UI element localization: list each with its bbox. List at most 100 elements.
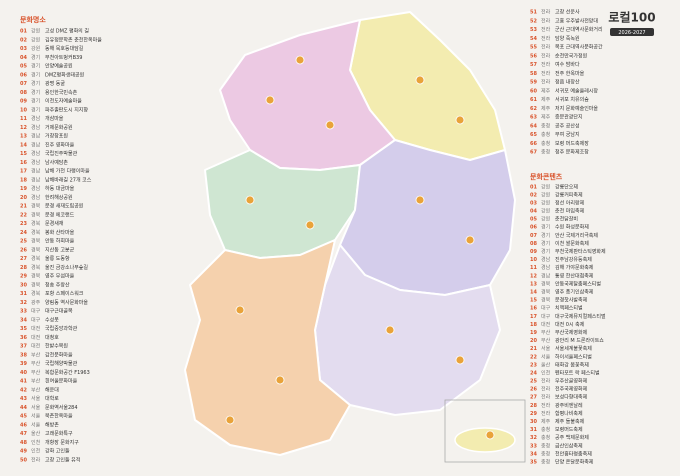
item-region: 경기	[31, 89, 40, 96]
item-number: 31	[20, 291, 27, 297]
item-number: 67	[530, 150, 537, 156]
item-number: 21	[20, 204, 27, 210]
item-number: 22	[20, 212, 27, 218]
item-region: 전라	[541, 44, 551, 51]
item-number: 11	[20, 116, 27, 122]
item-region: 경북	[541, 288, 551, 295]
item-number: 38	[20, 352, 27, 358]
item-region: 충청	[541, 442, 550, 449]
item-region: 강원	[31, 45, 41, 52]
item-name: 광주비엔날레	[555, 402, 583, 409]
item-name: 진주 영화마을	[45, 141, 75, 148]
item-name: 광명 동굴	[45, 80, 65, 87]
item-region: 경남	[31, 133, 41, 140]
item-name: 목포 근대역사문화공간	[555, 44, 603, 51]
item-number: 08	[20, 90, 27, 96]
item-number: 45	[20, 414, 27, 420]
item-number: 47	[20, 431, 27, 437]
marker	[275, 375, 285, 385]
item-number: 50	[20, 457, 27, 463]
item-region: 제주	[541, 105, 551, 112]
item-number: 03	[530, 200, 537, 206]
item-number: 35	[530, 460, 537, 466]
item-region: 경북	[31, 238, 41, 245]
item-name: 강화 고인돌	[45, 448, 70, 455]
marker	[455, 355, 465, 365]
item-number: 48	[20, 440, 27, 446]
item-number: 57	[530, 62, 537, 68]
item-number: 34	[20, 317, 27, 323]
item-name: 담양 죽녹원	[555, 35, 580, 42]
item-number: 36	[20, 335, 27, 341]
item-number: 55	[530, 45, 537, 51]
marker	[265, 95, 275, 105]
item-region: 서울	[31, 413, 41, 420]
item-name: 국립해양박물관	[45, 360, 78, 367]
item-region: 대구	[541, 305, 551, 312]
item-region: 울산	[541, 361, 551, 368]
logo: 로컬100 2026-2027	[608, 11, 656, 36]
item-number: 51	[530, 10, 537, 16]
item-name: 제주 들불축제	[555, 418, 585, 425]
item-name: 함평나비축제	[555, 410, 583, 417]
item-region: 강원	[541, 191, 551, 198]
item-number: 33	[20, 309, 27, 315]
item-name: 통영 한산대첩축제	[555, 272, 594, 279]
item-region: 강원	[541, 208, 551, 215]
marker	[485, 430, 495, 440]
item-region: 전라	[541, 61, 551, 68]
item-region: 경북	[31, 203, 41, 210]
item-number: 32	[530, 435, 537, 441]
item-number: 56	[530, 53, 537, 59]
item-name: 해운대	[45, 386, 59, 393]
item-region: 서울	[31, 421, 41, 428]
item-region: 경북	[31, 211, 41, 218]
item-number: 17	[20, 169, 27, 175]
item-number: 10	[20, 107, 27, 113]
item-region: 전라	[541, 386, 551, 393]
item-number: 39	[20, 361, 27, 367]
item-region: 전라	[541, 394, 551, 401]
item-name: 보령머드축제	[555, 426, 583, 433]
item-name: 남해 가천 다랭이마을	[45, 168, 90, 175]
item-name: 정읍 내장산	[555, 79, 580, 86]
item-number: 23	[20, 221, 27, 227]
item-name: DMZ평화생태공원	[45, 71, 85, 78]
item-number: 06	[530, 225, 537, 231]
item-name: 북촌한옥마을	[45, 413, 73, 420]
item-number: 28	[20, 265, 27, 271]
item-number: 09	[20, 99, 27, 105]
item-number: 44	[20, 405, 27, 411]
item-region: 제주	[541, 87, 551, 94]
item-number: 12	[530, 273, 537, 279]
region-jeju	[454, 427, 516, 453]
item-number: 25	[20, 239, 27, 245]
item-region: 충청	[541, 131, 550, 138]
item-number: 18	[20, 177, 27, 183]
item-number: 18	[530, 322, 537, 328]
item-number: 04	[20, 55, 27, 61]
item-name: 울릉 도동항	[45, 255, 70, 262]
item-region: 경남	[31, 115, 41, 122]
item-name: 지산동 고분군	[45, 246, 75, 253]
item-name: 공주 공산성	[555, 122, 580, 129]
item-name: 한밭수목원	[45, 343, 68, 350]
marker	[415, 75, 425, 85]
item-name: 감천문화마을	[45, 351, 73, 358]
marker	[225, 415, 235, 425]
item-region: 강원	[541, 199, 551, 206]
item-number: 29	[20, 274, 27, 280]
item-name: 천안흥타령춤축제	[555, 450, 592, 457]
item-region: 대전	[31, 325, 41, 332]
item-name: 거창창포원	[45, 133, 68, 140]
item-region: 인천	[31, 439, 41, 446]
item-region: 경북	[31, 229, 41, 236]
item-region: 충청	[541, 149, 550, 156]
item-name: 복합문화공간 F1963	[45, 369, 90, 376]
item-region: 경기	[541, 232, 550, 239]
item-region: 충청	[541, 140, 550, 147]
item-name: 해방촌	[45, 421, 59, 428]
item-name: 문화역서울284	[45, 404, 78, 411]
item-number: 40	[20, 370, 27, 376]
